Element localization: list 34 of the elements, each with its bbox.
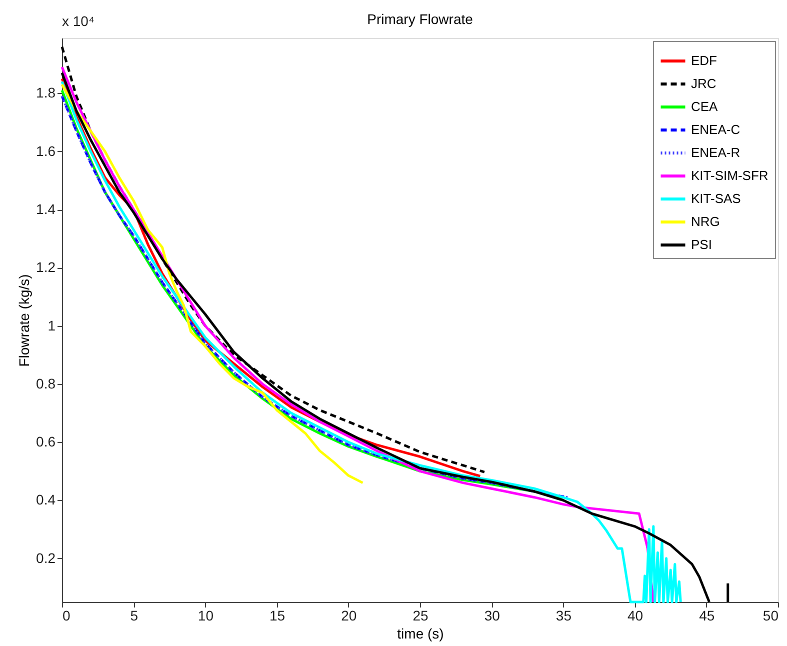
y-tick-label: 1.4 [36, 201, 56, 218]
legend-label: ENEA-C [691, 122, 740, 137]
line-series [60, 83, 364, 484]
y-tick-label: 1.6 [36, 142, 56, 159]
legend-label: CEA [691, 99, 718, 114]
x-tick-label: 20 [341, 608, 357, 624]
x-tick-label: 5 [130, 608, 138, 624]
y-tick-label: 1.2 [36, 259, 56, 276]
text: x 10⁴ [62, 13, 94, 29]
x-tick-label: 40 [628, 608, 644, 624]
x-tick-label: 45 [699, 608, 715, 624]
y-tick-label: 0.4 [36, 492, 56, 508]
x-tick-label: 50 [762, 608, 779, 624]
x-tick-label: 30 [484, 608, 500, 624]
chart-title: Primary Flowrate [367, 11, 474, 27]
legend-label: EDF [691, 53, 718, 68]
legend-label: PSI [691, 237, 712, 252]
x-axis-title: time (s) [397, 626, 444, 642]
x-tick-label: 10 [198, 608, 214, 624]
y-tick-label: 0.2 [36, 550, 56, 566]
y-tick-label: 1.8 [36, 84, 56, 101]
x-tick-label: 35 [556, 608, 572, 624]
y-tick-label: 1 [48, 317, 56, 334]
x-tick-label: 0 [62, 608, 70, 624]
legend-label: NRG [691, 214, 720, 229]
legend-label: ENEA-R [691, 145, 740, 160]
legend-label: JRC [691, 76, 716, 91]
legend-label: KIT-SIM-SFR [691, 168, 768, 183]
legend-label: KIT-SAS [691, 191, 742, 206]
x-tick-label: 25 [412, 608, 428, 624]
y-tick-label: 0.8 [36, 375, 56, 392]
y-tick-label: 0.6 [36, 434, 56, 450]
y-axis-title: Flowrate (kg/s) [16, 274, 32, 367]
x-tick-label: 15 [270, 608, 286, 624]
